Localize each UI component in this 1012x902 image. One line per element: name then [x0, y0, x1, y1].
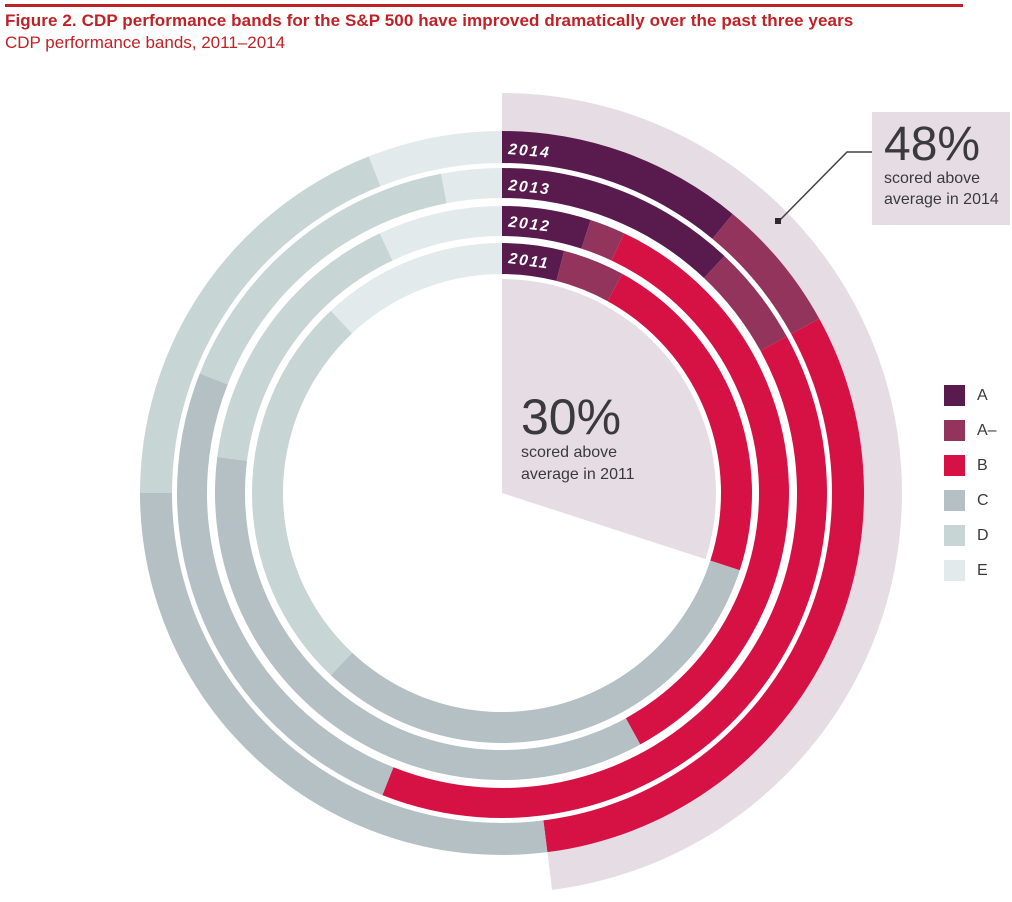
ring-year-label-2011: 2011 [506, 250, 550, 273]
legend-swatch [944, 420, 965, 441]
title-rule [5, 4, 963, 7]
ring-2011-segment-A– [556, 250, 623, 302]
legend-item-2: B [944, 455, 997, 476]
ring-2012-segment-C [214, 457, 641, 780]
ring-2014-segment-B [543, 318, 865, 853]
figure-subtitle: CDP performance bands, 2011–2014 [5, 33, 286, 52]
ring-2011-segment-C [330, 560, 740, 743]
ring-2011-segment-A [502, 243, 565, 281]
callout-leader-marker [775, 218, 781, 224]
ring-year-label-2012: 2012 [507, 213, 552, 235]
ring-2012-segment-A [502, 206, 591, 249]
callout-text-line1: scored above [884, 170, 981, 187]
ring-2012-segment-A– [581, 220, 625, 261]
legend-item-3: C [944, 490, 997, 511]
ring-2013-segment-B [382, 336, 827, 818]
ring-2013-segment-D [199, 173, 447, 385]
legend-label: D [977, 526, 989, 544]
ring-2011-segment-B [607, 273, 752, 571]
callout-value: 48% [884, 118, 981, 171]
above-average-highlight-wedge-2011 [502, 279, 717, 560]
callout-text-line2: average in 2014 [884, 191, 999, 208]
figure-title: Figure 2. CDP performance bands for the … [5, 11, 854, 30]
callout-2014: 48% scored above average in 2014 [872, 112, 1010, 225]
legend-item-5: E [944, 560, 997, 581]
legend: A A– B C D E [944, 385, 997, 595]
center-text-line1: scored above [521, 444, 618, 461]
ring-2013-segment-A– [703, 256, 787, 351]
legend-swatch [944, 455, 965, 476]
legend-label: A [977, 386, 988, 404]
legend-item-0: A [944, 385, 997, 406]
legend-item-4: D [944, 525, 997, 546]
legend-label: A– [977, 421, 997, 439]
legend-swatch [944, 490, 965, 511]
legend-swatch [944, 560, 965, 581]
ring-year-label-2013: 2013 [507, 177, 552, 198]
legend-label: C [977, 491, 989, 509]
ring-2011-segment-D [251, 310, 353, 676]
ring-2014-segment-C [140, 493, 548, 855]
legend-label: E [977, 561, 988, 579]
ring-2011-segment-E [330, 243, 502, 334]
ring-2014-segment-D [140, 156, 381, 494]
legend-item-1: A– [944, 420, 997, 441]
ring-2014-segment-A– [712, 214, 820, 335]
ring-2012-segment-E [379, 206, 502, 261]
ring-2014-segment-A [502, 131, 733, 239]
center-value: 30% [521, 389, 622, 445]
ring-2013-segment-A [502, 168, 725, 278]
center-label-2011: 30% scored above average in 2011 [521, 392, 701, 486]
legend-swatch [944, 525, 965, 546]
ring-2012-segment-B [611, 233, 789, 745]
ring-2013-segment-C [177, 373, 394, 796]
ring-2014-segment-E [368, 131, 502, 187]
legend-swatch [944, 385, 965, 406]
callout-leader-line [778, 151, 872, 222]
legend-label: B [977, 456, 988, 474]
center-text-line2: average in 2011 [521, 466, 635, 483]
ring-2012-segment-D [217, 233, 393, 461]
ring-2013-segment-E [441, 168, 502, 204]
ring-year-label-2014: 2014 [507, 141, 552, 162]
